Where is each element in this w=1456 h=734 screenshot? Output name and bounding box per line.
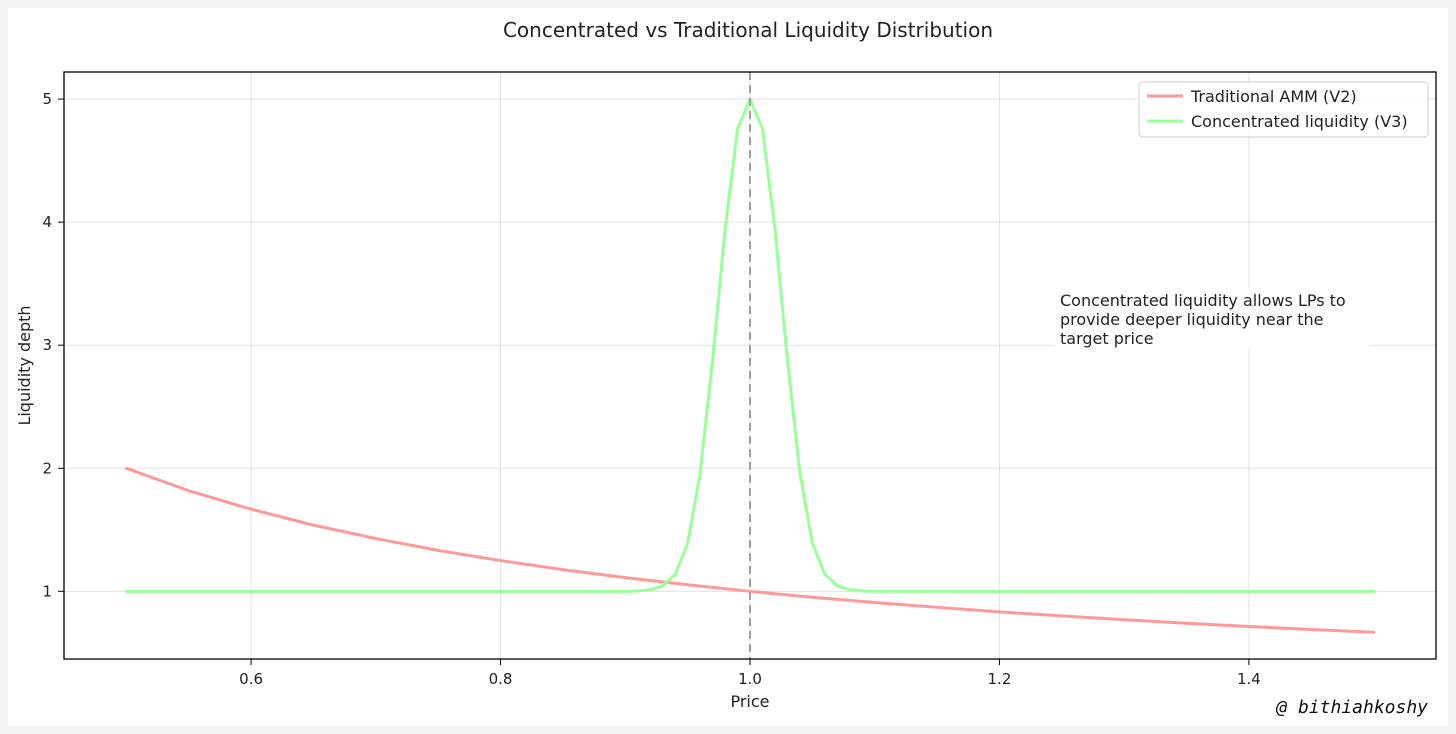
x-tick-label: 1.2 xyxy=(988,670,1012,688)
x-tick-label: 0.8 xyxy=(489,670,513,688)
legend: Traditional AMM (V2) Concentrated liquidi… xyxy=(1138,81,1429,138)
x-axis-label: Price xyxy=(730,692,769,711)
axis-ticks: 0.6 0.8 1.0 1.2 1.4 1 2 3 4 5 xyxy=(42,90,1260,688)
annotation-line: target price xyxy=(1060,329,1154,348)
y-tick-label: 3 xyxy=(42,336,52,354)
annotation-text: Concentrated liquidity allows LPs to prov… xyxy=(1060,291,1346,348)
annotation-box xyxy=(1054,288,1370,350)
watermark: @ bithiahkoshy xyxy=(1275,697,1428,718)
x-tick-label: 1.4 xyxy=(1237,670,1261,688)
y-tick-label: 2 xyxy=(42,459,52,477)
annotation-line: provide deeper liquidity near the xyxy=(1060,310,1323,329)
annotation-line: Concentrated liquidity allows LPs to xyxy=(1060,291,1346,310)
plot-area xyxy=(63,71,1437,660)
chart-frame: Concentrated vs Traditional Liquidity Di… xyxy=(8,8,1448,726)
liquidity-chart: Concentrated vs Traditional Liquidity Di… xyxy=(15,18,1437,718)
x-tick-label: 1.0 xyxy=(738,670,762,688)
series-lines xyxy=(124,72,1376,659)
y-tick-label: 5 xyxy=(42,90,52,108)
chart-title: Concentrated vs Traditional Liquidity Di… xyxy=(503,18,993,42)
y-tick-label: 1 xyxy=(42,582,52,600)
annotation: Concentrated liquidity allows LPs to prov… xyxy=(1054,288,1370,350)
traditional-amm-line xyxy=(124,466,1376,634)
legend-box xyxy=(1138,81,1429,138)
legend-label: Traditional AMM (V2) xyxy=(1190,87,1357,106)
x-tick-label: 0.6 xyxy=(239,670,263,688)
legend-label: Concentrated liquidity (V3) xyxy=(1191,112,1408,131)
y-tick-label: 4 xyxy=(42,213,52,231)
y-axis-label: Liquidity depth xyxy=(15,305,34,425)
